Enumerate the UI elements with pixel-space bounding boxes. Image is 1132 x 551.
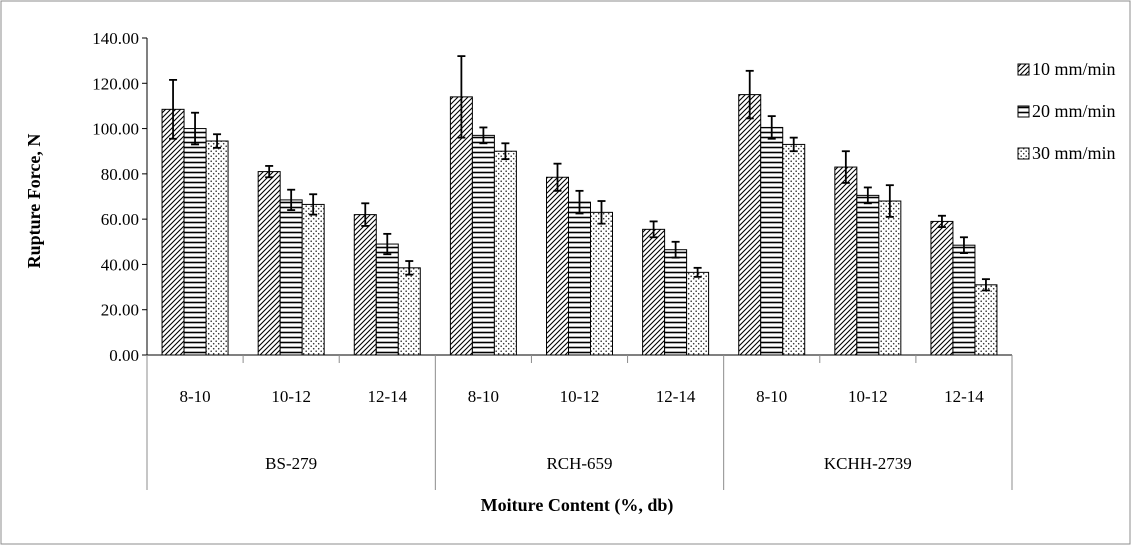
legend-item: 10 mm/min: [1017, 59, 1116, 79]
error-bar: [649, 220, 658, 239]
bar: [760, 126, 784, 356]
bar: [590, 211, 613, 356]
bar: [782, 143, 806, 356]
error-bar: [671, 240, 680, 259]
bar: [738, 94, 762, 356]
y-tick-label: 80.00: [101, 165, 139, 184]
bar: [375, 243, 399, 356]
legend-label: 20 mm/min: [1032, 101, 1116, 121]
error-bar: [959, 236, 968, 255]
bar: [257, 171, 281, 356]
bar: [878, 200, 902, 356]
x-category-label: 10-12: [848, 387, 888, 406]
error-bar: [981, 278, 990, 292]
error-bar: [213, 133, 222, 149]
bar: [834, 166, 858, 356]
error-bar: [361, 202, 370, 227]
legend-swatch: [1017, 63, 1030, 76]
error-bar: [383, 232, 392, 256]
error-bar: [693, 266, 702, 278]
bar: [642, 228, 666, 356]
error-bar: [937, 214, 946, 228]
error-bar: [553, 162, 562, 192]
error-bar: [767, 115, 776, 140]
y-tick-label: 100.00: [92, 120, 139, 139]
x-axis-title: Moiture Content (%, db): [481, 495, 674, 516]
error-bar: [405, 260, 414, 276]
error-bar: [745, 69, 754, 120]
x-group-label: KCHH-2739: [824, 454, 912, 473]
error-bar: [789, 136, 798, 153]
error-bar: [863, 186, 872, 205]
bar: [974, 284, 998, 356]
bar: [353, 214, 377, 356]
y-tick-label: 20.00: [101, 301, 139, 320]
legend-swatch: [1017, 147, 1030, 160]
legend-swatch: [1017, 105, 1030, 118]
bar: [397, 267, 421, 356]
y-tick-label: 140.00: [92, 29, 139, 48]
x-category-label: 8-10: [179, 387, 210, 406]
y-tick-label: 120.00: [92, 74, 139, 93]
x-category-label: 10-12: [271, 387, 311, 406]
x-category-label: 8-10: [756, 387, 787, 406]
bar: [279, 199, 303, 356]
error-bar: [841, 150, 850, 184]
bar: [568, 201, 591, 356]
y-tick-label: 40.00: [101, 255, 139, 274]
bar: [952, 244, 976, 356]
legend-label: 30 mm/min: [1032, 143, 1116, 163]
bar: [183, 128, 207, 356]
bar: [930, 220, 954, 356]
error-bars-group: [169, 55, 990, 292]
x-axis: 8-10 10-12 12-14 8-10 10-12 12-14 8-10 10-12 12-…: [146, 354, 1013, 490]
error-bar: [265, 165, 274, 179]
bar: [664, 249, 688, 356]
bar: [161, 108, 185, 356]
bar: [205, 140, 229, 356]
error-bar: [501, 142, 510, 161]
bar: [493, 150, 517, 356]
x-category-label: 12-14: [944, 387, 984, 406]
x-category-label: 12-14: [656, 387, 696, 406]
error-bar: [457, 55, 466, 139]
x-category-label: 12-14: [367, 387, 407, 406]
x-group-label: RCH-659: [546, 454, 612, 473]
bar: [471, 134, 495, 356]
error-bar: [597, 200, 606, 225]
bar: [546, 176, 569, 356]
x-category-label: 8-10: [468, 387, 499, 406]
error-bar: [575, 189, 584, 215]
y-axis: 0.00 20.00 40.00 60.00 80.00 100.00 120.00 140.…: [92, 29, 148, 365]
error-bar: [479, 126, 488, 145]
error-bar: [885, 184, 894, 218]
y-tick-label: 0.00: [109, 346, 139, 365]
y-tick-label: 60.00: [101, 210, 139, 229]
legend-label: 10 mm/min: [1032, 59, 1116, 79]
bar: [856, 194, 880, 356]
x-category-label: 10-12: [560, 387, 600, 406]
y-axis-title: Rupture Force, N: [24, 134, 44, 269]
bar: [301, 203, 325, 356]
legend-item: 30 mm/min: [1017, 143, 1116, 163]
legend-item: 20 mm/min: [1017, 101, 1116, 121]
error-bar: [169, 78, 178, 140]
error-bar: [191, 111, 200, 146]
error-bar: [287, 188, 296, 211]
error-bar: [309, 193, 318, 216]
x-group-label: BS-279: [265, 454, 317, 473]
bar: [686, 271, 710, 356]
legend: 10 mm/min 20 mm/min 30 mm/min: [1017, 59, 1116, 163]
